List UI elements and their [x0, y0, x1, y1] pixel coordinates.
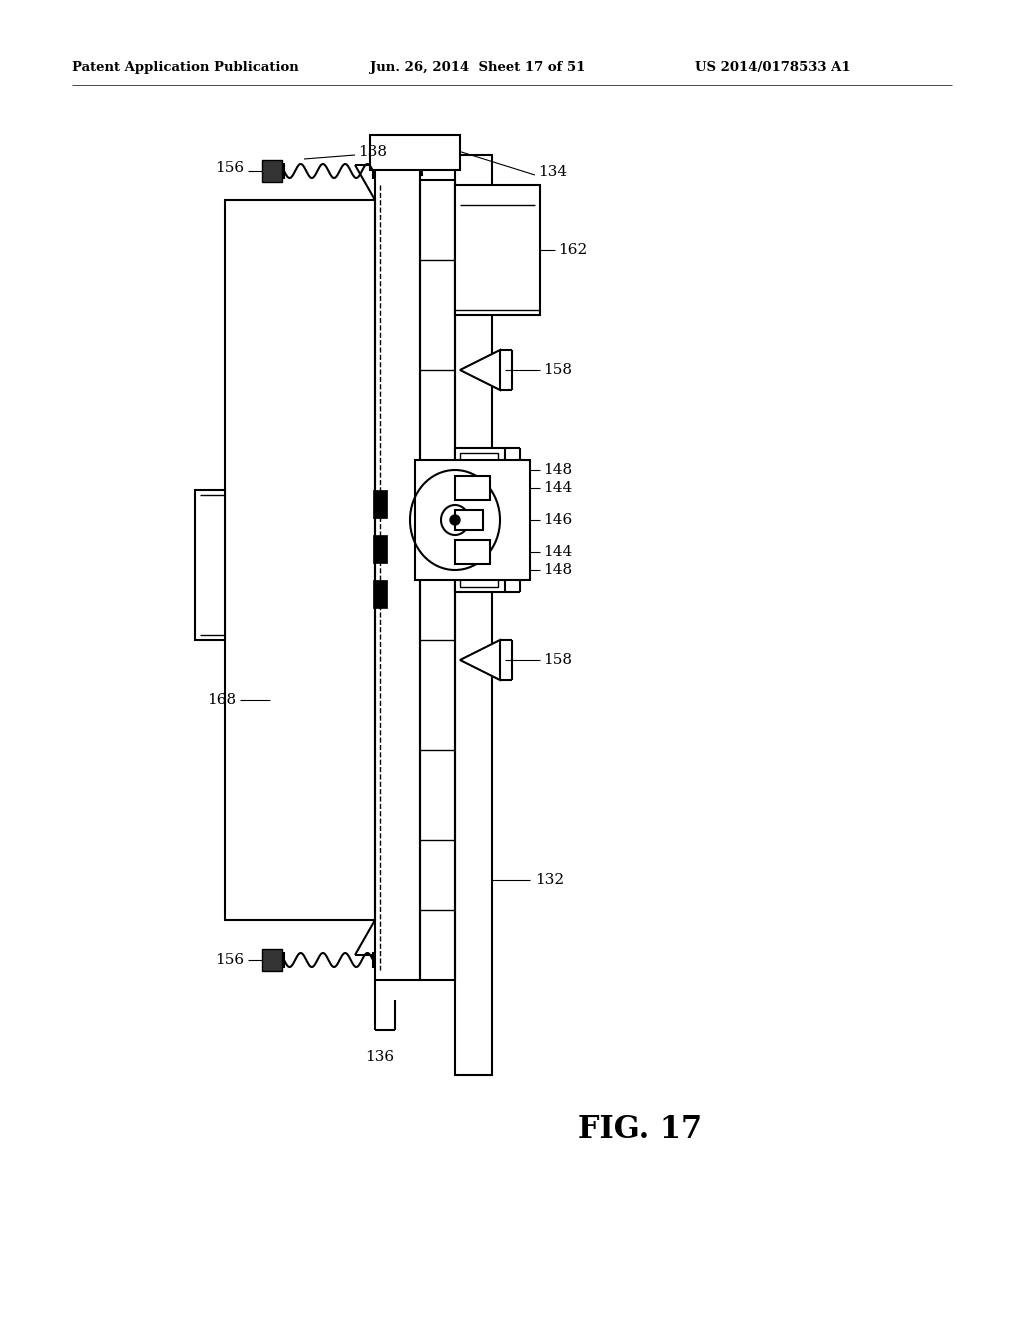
Bar — [195, 490, 225, 640]
Bar — [373, 490, 387, 517]
Bar — [455, 477, 490, 500]
Bar — [455, 510, 483, 531]
Text: US 2014/0178533 A1: US 2014/0178533 A1 — [695, 62, 851, 74]
Text: 138: 138 — [358, 145, 387, 158]
Text: 148: 148 — [543, 564, 572, 577]
Bar — [455, 185, 540, 315]
Polygon shape — [460, 640, 500, 680]
Text: 158: 158 — [543, 363, 572, 378]
Bar — [455, 154, 492, 1074]
Text: 156: 156 — [215, 953, 244, 968]
Bar — [375, 165, 420, 979]
Polygon shape — [460, 350, 500, 389]
Text: 136: 136 — [366, 1049, 394, 1064]
Circle shape — [450, 515, 460, 525]
Text: Jun. 26, 2014  Sheet 17 of 51: Jun. 26, 2014 Sheet 17 of 51 — [370, 62, 586, 74]
Text: 132: 132 — [535, 873, 564, 887]
Text: 144: 144 — [543, 545, 572, 558]
Bar — [370, 135, 460, 170]
Bar — [415, 459, 530, 579]
Bar — [460, 553, 498, 587]
Text: 162: 162 — [558, 243, 587, 257]
Text: 148: 148 — [543, 463, 572, 477]
Text: 156: 156 — [215, 161, 244, 176]
Bar — [373, 535, 387, 564]
Bar — [460, 453, 498, 487]
Bar — [420, 180, 455, 979]
Text: 158: 158 — [543, 653, 572, 667]
Text: 146: 146 — [543, 513, 572, 527]
Bar — [373, 579, 387, 609]
Bar — [225, 201, 375, 920]
Text: FIG. 17: FIG. 17 — [578, 1114, 702, 1146]
Bar — [455, 548, 505, 591]
Bar — [455, 447, 505, 492]
Text: 168: 168 — [207, 693, 236, 708]
Bar — [262, 160, 282, 182]
Text: 134: 134 — [538, 165, 567, 180]
Text: 144: 144 — [543, 480, 572, 495]
Text: Patent Application Publication: Patent Application Publication — [72, 62, 299, 74]
Bar — [455, 540, 490, 564]
Bar — [262, 949, 282, 972]
